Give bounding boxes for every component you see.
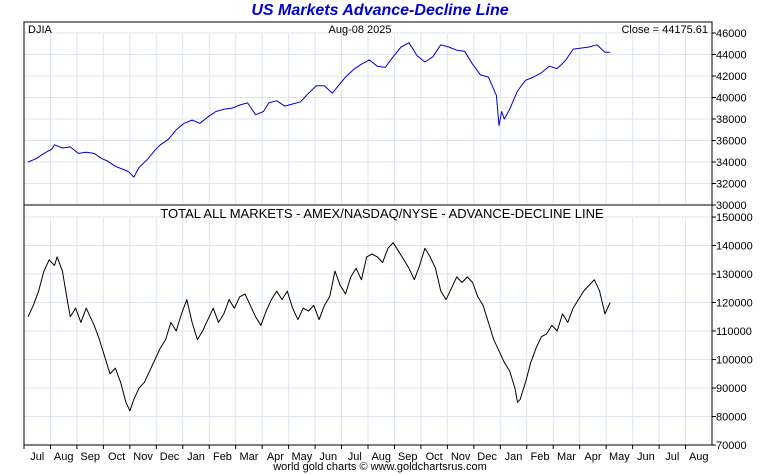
ad-panel-title: TOTAL ALL MARKETS - AMEX/NASDAQ/NYSE - A… xyxy=(160,206,604,221)
djia-ytick-label: 44000 xyxy=(716,50,747,62)
x-tick-label: Apr xyxy=(267,451,284,463)
close-label: Close = 44175.61 xyxy=(621,24,708,36)
djia-series xyxy=(27,42,611,178)
djia-ytick-label: 42000 xyxy=(716,71,747,83)
djia-ytick-label: 38000 xyxy=(716,114,747,126)
bottom-panel-y-axis: 70000 80000 90000 100000 110000 120000 130000 1… xyxy=(712,212,753,452)
top-panel-grid xyxy=(23,32,713,206)
x-tick-label: Mar xyxy=(557,451,576,463)
x-tick-label: Jul xyxy=(30,451,44,463)
ad-ytick-label: 80000 xyxy=(716,412,747,424)
ad-ytick-label: 90000 xyxy=(716,383,747,395)
ad-ytick-label: 140000 xyxy=(716,241,753,253)
x-tick-label: Apr xyxy=(584,451,601,463)
x-tick-label: Jun xyxy=(637,451,655,463)
x-tick-label: Jan xyxy=(505,451,523,463)
ad-ytick-label: 130000 xyxy=(716,269,753,281)
djia-ytick-label: 34000 xyxy=(716,157,747,169)
x-tick-label: Dec xyxy=(477,451,497,463)
x-tick-label: Oct xyxy=(108,451,125,463)
x-tick-label: Aug xyxy=(54,451,74,463)
x-tick-label: Sep xyxy=(398,451,418,463)
djia-ytick-label: 30000 xyxy=(716,200,747,212)
ad-line xyxy=(27,242,611,412)
x-tick-label: May xyxy=(291,451,312,463)
x-tick-label: Dec xyxy=(160,451,180,463)
top-panel-y-axis: 30000 32000 34000 36000 38000 40000 42000 44000… xyxy=(712,28,747,212)
x-tick-label: Jul xyxy=(665,451,679,463)
ad-ytick-label: 150000 xyxy=(716,212,753,224)
x-tick-label: Aug xyxy=(689,451,709,463)
x-tick-label: Feb xyxy=(531,451,550,463)
x-tick-label: Nov xyxy=(451,451,471,463)
ad-ytick-label: 100000 xyxy=(716,355,753,367)
x-tick-label: Feb xyxy=(213,451,232,463)
date-label: Aug-08 2025 xyxy=(329,24,392,36)
djia-ytick-label: 46000 xyxy=(716,28,747,40)
x-tick-label: Mar xyxy=(239,451,258,463)
x-tick-label: Oct xyxy=(426,451,443,463)
x-tick-label: Jun xyxy=(319,451,337,463)
ad-ytick-label: 110000 xyxy=(716,326,752,338)
chart-title: US Markets Advance-Decline Line xyxy=(251,2,509,19)
djia-ytick-label: 32000 xyxy=(716,179,747,191)
footer-credit: world gold charts © www.goldchartsrus.co… xyxy=(273,461,487,473)
x-tick-label: May xyxy=(609,451,630,463)
djia-ytick-label: 36000 xyxy=(716,136,747,148)
x-tick-label: Nov xyxy=(133,451,153,463)
x-tick-label: Jul xyxy=(348,451,362,463)
x-tick-label: Aug xyxy=(371,451,391,463)
x-tick-label: Sep xyxy=(80,451,100,463)
advance-decline-series xyxy=(27,242,611,412)
djia-label: DJIA xyxy=(28,24,53,36)
djia-ytick-label: 40000 xyxy=(716,93,747,105)
ad-ytick-label: 120000 xyxy=(716,298,753,310)
djia-line xyxy=(27,42,611,178)
x-axis: Jul Aug Sep Oct Nov Dec Jan Feb Mar Apr May Jun Jul A… xyxy=(23,445,709,463)
bottom-panel-grid xyxy=(23,216,713,446)
ad-ytick-label: 70000 xyxy=(716,440,747,452)
x-tick-label: Jan xyxy=(187,451,205,463)
